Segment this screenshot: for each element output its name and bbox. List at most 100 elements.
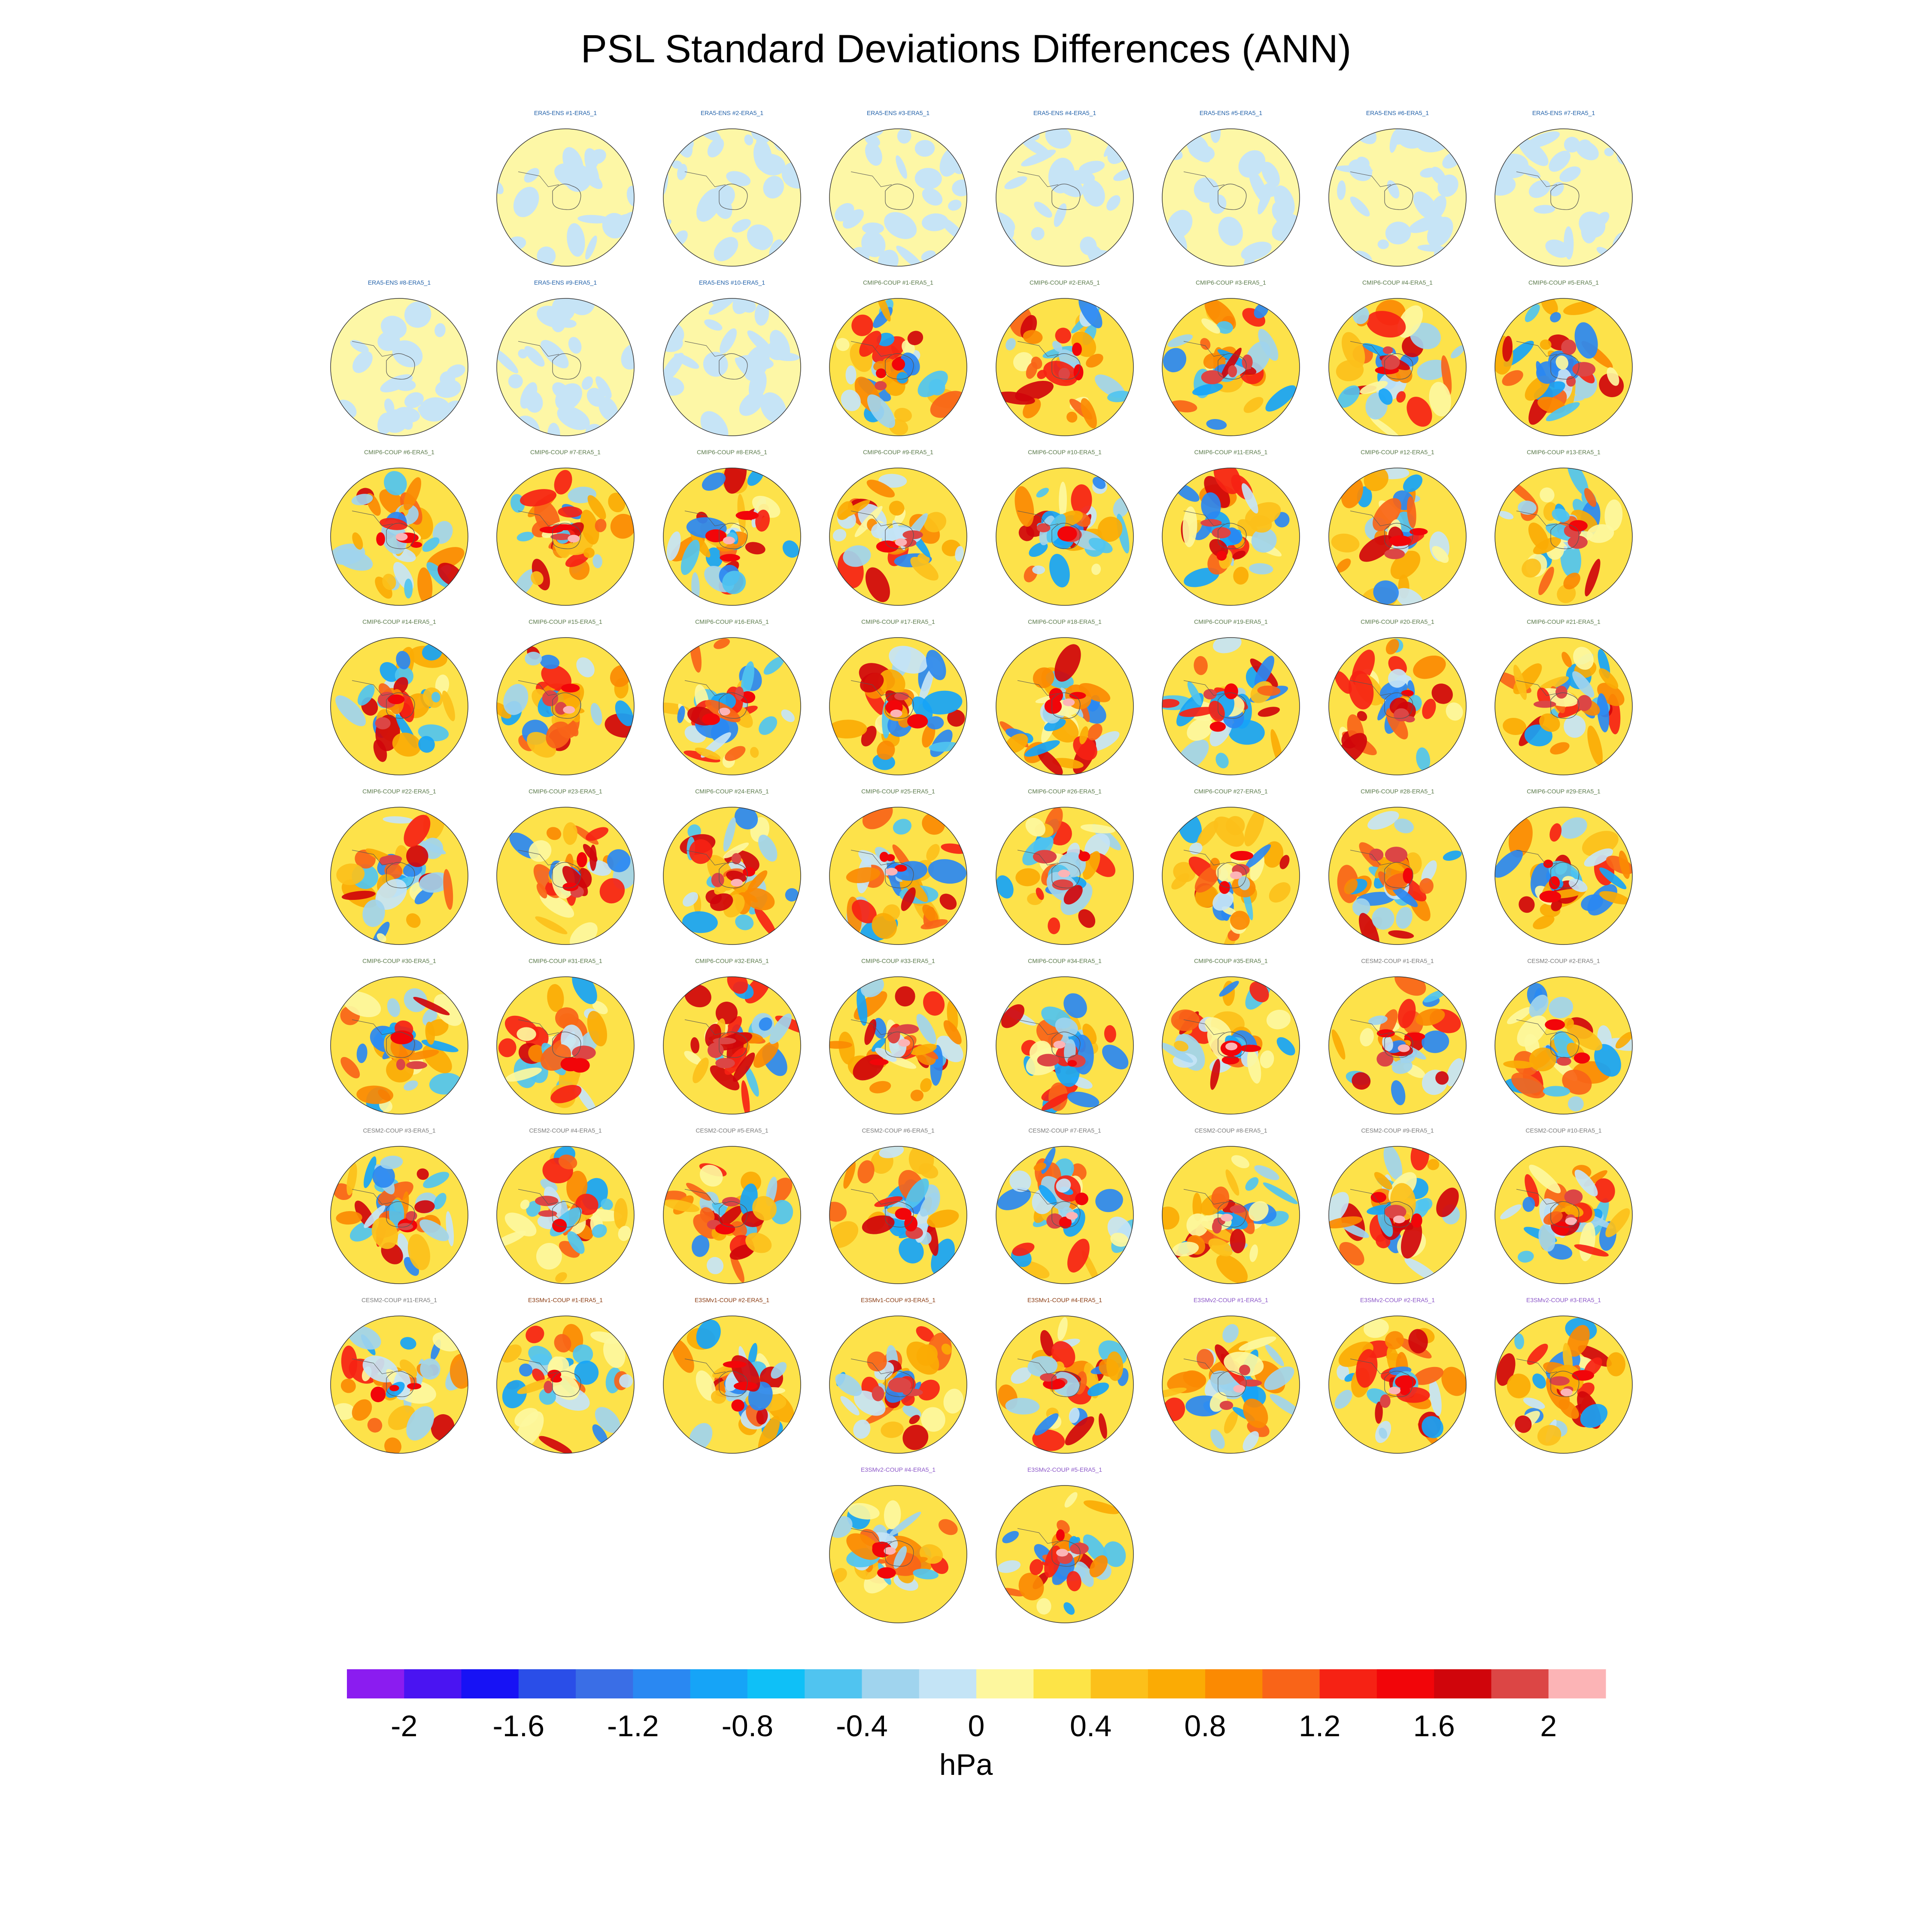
- polar-map: [996, 807, 1134, 945]
- polar-map: [829, 1146, 967, 1284]
- colorbar-swatch: [347, 1669, 404, 1698]
- panel-title: CMIP6-COUP #11-ERA5_1: [1194, 449, 1268, 456]
- polar-map: [663, 976, 801, 1115]
- panel-title: CMIP6-COUP #5-ERA5_1: [1528, 279, 1599, 286]
- polar-map: [1162, 637, 1300, 775]
- colorbar-swatch: [1033, 1669, 1091, 1698]
- panel-title: CMIP6-COUP #15-ERA5_1: [529, 618, 602, 625]
- colorbar-swatch: [805, 1669, 862, 1698]
- colorbar-swatch: [1376, 1669, 1434, 1698]
- colorbar-swatch: [633, 1669, 691, 1698]
- panel-title: CMIP6-COUP #35-ERA5_1: [1194, 957, 1268, 964]
- colorbar-swatch: [1091, 1669, 1148, 1698]
- panel-title: CMIP6-COUP #17-ERA5_1: [861, 618, 935, 625]
- colorbar-tick: -0.4: [836, 1709, 888, 1743]
- polar-map: [1495, 807, 1633, 945]
- polar-map: [829, 468, 967, 606]
- polar-map: [496, 128, 635, 267]
- polar-map: [1162, 468, 1300, 606]
- polar-map: [996, 298, 1134, 436]
- colorbar-swatch: [1205, 1669, 1263, 1698]
- panel-title: CMIP6-COUP #10-ERA5_1: [1028, 449, 1102, 456]
- panel-title: ERA5-ENS #8-ERA5_1: [368, 279, 431, 286]
- colorbar-swatch: [576, 1669, 633, 1698]
- panel-title: CMIP6-COUP #26-ERA5_1: [1028, 788, 1102, 795]
- panel-title: ERA5-ENS #3-ERA5_1: [866, 109, 930, 116]
- colorbar-tick: 1.6: [1413, 1709, 1455, 1743]
- polar-map: [496, 1146, 635, 1284]
- panel-title: CMIP6-COUP #8-ERA5_1: [697, 449, 767, 456]
- panel-title: CMIP6-COUP #14-ERA5_1: [362, 618, 436, 625]
- polar-map: [829, 976, 967, 1115]
- polar-map: [1495, 468, 1633, 606]
- panel-title: CMIP6-COUP #23-ERA5_1: [529, 788, 602, 795]
- polar-map: [996, 1146, 1134, 1284]
- polar-map: [1162, 807, 1300, 945]
- panel-title: CMIP6-COUP #13-ERA5_1: [1527, 449, 1601, 456]
- polar-map: [829, 128, 967, 267]
- panel-title: ERA5-ENS #10-ERA5_1: [699, 279, 766, 286]
- panel-title: CMIP6-COUP #32-ERA5_1: [695, 957, 769, 964]
- panel-title: CMIP6-COUP #7-ERA5_1: [530, 449, 601, 456]
- polar-map: [1328, 128, 1467, 267]
- panel-title: CESM2-COUP #11-ERA5_1: [361, 1297, 437, 1303]
- polar-map: [1162, 128, 1300, 267]
- panel-title: CESM2-COUP #6-ERA5_1: [862, 1127, 935, 1134]
- polar-map: [1495, 1315, 1633, 1454]
- panel-title: E3SMv2-COUP #5-ERA5_1: [1027, 1466, 1103, 1473]
- colorbar-swatch: [518, 1669, 576, 1698]
- panel-title: E3SMv2-COUP #2-ERA5_1: [1360, 1297, 1435, 1303]
- panel-title: CESM2-COUP #4-ERA5_1: [529, 1127, 602, 1134]
- polar-map: [496, 298, 635, 436]
- colorbar-tick: -2: [391, 1709, 418, 1743]
- polar-map: [829, 637, 967, 775]
- panel-title: CESM2-COUP #2-ERA5_1: [1527, 957, 1600, 964]
- colorbar-swatch: [1491, 1669, 1549, 1698]
- panel-title: ERA5-ENS #7-ERA5_1: [1532, 109, 1595, 116]
- panel-title: ERA5-ENS #5-ERA5_1: [1199, 109, 1263, 116]
- panel-title: CMIP6-COUP #24-ERA5_1: [695, 788, 769, 795]
- panel-title: CESM2-COUP #10-ERA5_1: [1525, 1127, 1602, 1134]
- colorbar-tick: 1.2: [1298, 1709, 1341, 1743]
- colorbar-swatch: [976, 1669, 1034, 1698]
- polar-map: [1328, 1146, 1467, 1284]
- polar-map: [330, 1315, 468, 1454]
- panel-title: ERA5-ENS #6-ERA5_1: [1366, 109, 1429, 116]
- polar-map: [1495, 1146, 1633, 1284]
- panel-title: CMIP6-COUP #31-ERA5_1: [529, 957, 602, 964]
- polar-map: [996, 1315, 1134, 1454]
- colorbar-units: hPa: [939, 1748, 993, 1781]
- panel-title: E3SMv2-COUP #4-ERA5_1: [860, 1466, 936, 1473]
- polar-map: [330, 637, 468, 775]
- colorbar-tick: -1.6: [492, 1709, 545, 1743]
- polar-map: [1495, 298, 1633, 436]
- polar-map: [1162, 1146, 1300, 1284]
- polar-map: [330, 298, 468, 436]
- polar-map: [663, 468, 801, 606]
- polar-map: [996, 1485, 1134, 1623]
- panel-title: CMIP6-COUP #9-ERA5_1: [863, 449, 933, 456]
- panel-title: CESM2-COUP #3-ERA5_1: [363, 1127, 436, 1134]
- polar-map: [1495, 976, 1633, 1115]
- panel-title: CMIP6-COUP #19-ERA5_1: [1194, 618, 1268, 625]
- panel-title: ERA5-ENS #1-ERA5_1: [534, 109, 597, 116]
- colorbar-tick: 2: [1540, 1709, 1557, 1743]
- polar-map: [1328, 298, 1467, 436]
- polar-map: [663, 128, 801, 267]
- colorbar-swatch: [461, 1669, 519, 1698]
- page-title: PSL Standard Deviations Differences (ANN…: [580, 27, 1352, 71]
- colorbar-swatch: [1548, 1669, 1606, 1698]
- panel-title: CESM2-COUP #1-ERA5_1: [1361, 957, 1434, 964]
- polar-map: [663, 1315, 801, 1454]
- polar-map: [330, 468, 468, 606]
- panel-title: CMIP6-COUP #3-ERA5_1: [1196, 279, 1266, 286]
- polar-map: [1328, 468, 1467, 606]
- polar-map: [996, 637, 1134, 775]
- panel-title: CMIP6-COUP #34-ERA5_1: [1028, 957, 1102, 964]
- polar-map: [496, 807, 635, 945]
- panel-title: CMIP6-COUP #22-ERA5_1: [362, 788, 436, 795]
- colorbar-tick: 0.4: [1069, 1709, 1112, 1743]
- panel-title: E3SMv1-COUP #3-ERA5_1: [860, 1297, 936, 1303]
- panel-title: CESM2-COUP #9-ERA5_1: [1361, 1127, 1434, 1134]
- polar-map: [663, 637, 801, 775]
